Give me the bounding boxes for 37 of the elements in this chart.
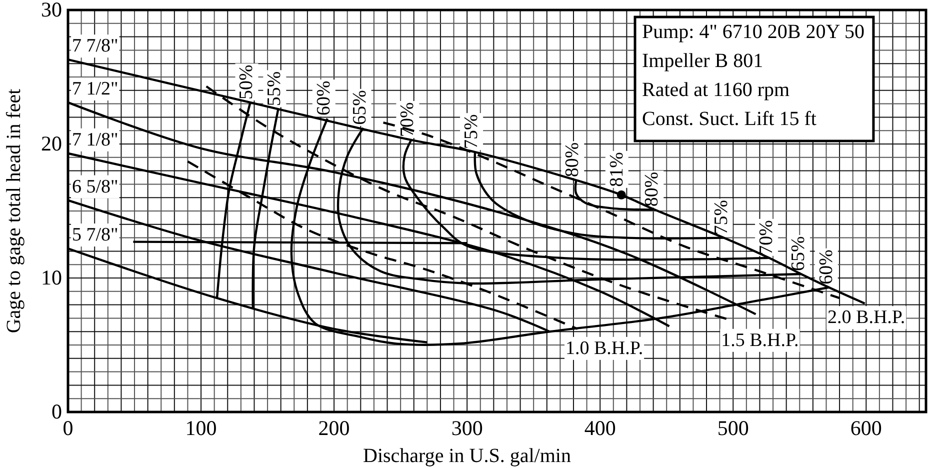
annotation: 60% bbox=[816, 249, 837, 284]
text: 75% bbox=[461, 114, 482, 150]
annotation: 80% bbox=[642, 172, 663, 207]
series-label: 1.5 B.H.P. bbox=[721, 330, 799, 351]
series-label: 7 1/2" bbox=[72, 78, 118, 100]
text: 60% bbox=[313, 80, 334, 116]
x-tick-label: 600 bbox=[850, 416, 882, 440]
text: 55% bbox=[264, 71, 286, 106]
y-tick-label: 10 bbox=[41, 266, 62, 290]
text: 65% bbox=[349, 90, 370, 125]
x-tick-label: 300 bbox=[451, 416, 483, 440]
x-axis-title: Discharge in U.S. gal/min bbox=[363, 445, 571, 467]
annotation: 65% bbox=[788, 236, 809, 271]
x-tick-label: 400 bbox=[584, 416, 616, 440]
series-label: 5 7/8" bbox=[72, 224, 118, 246]
text: 70% bbox=[397, 102, 418, 137]
series-label: 7 1/8" bbox=[72, 129, 118, 150]
y-tick-label: 0 bbox=[52, 400, 62, 424]
series-label: 1.0 B.H.P. bbox=[565, 338, 644, 359]
text: 81% bbox=[606, 152, 628, 187]
annotation: Pump: 4" 6710 20B 20Y 50 bbox=[642, 21, 864, 43]
y-axis-title: Gage to gage total head in feet bbox=[3, 88, 25, 334]
text: 80% bbox=[562, 142, 584, 178]
y-tick-label: 30 bbox=[41, 0, 62, 22]
annotation: Impeller B 801 bbox=[642, 50, 764, 72]
x-tick-label: 100 bbox=[185, 416, 217, 440]
x-tick-label: 500 bbox=[717, 416, 749, 440]
annotation: 75% bbox=[710, 200, 732, 235]
annotation: Rated at 1160 rpm bbox=[642, 79, 790, 101]
y-tick-label: 20 bbox=[41, 132, 62, 156]
series-label: 6 5/8" bbox=[72, 176, 118, 198]
x-tick-label: 200 bbox=[318, 416, 350, 440]
annotation: Const. Suct. Lift 15 ft bbox=[642, 108, 817, 130]
annotation: 70% bbox=[756, 220, 778, 255]
series-label: 2.0 B.H.P. bbox=[828, 307, 906, 328]
text: 50% bbox=[236, 64, 258, 100]
series-label: 7 7/8" bbox=[72, 36, 118, 57]
